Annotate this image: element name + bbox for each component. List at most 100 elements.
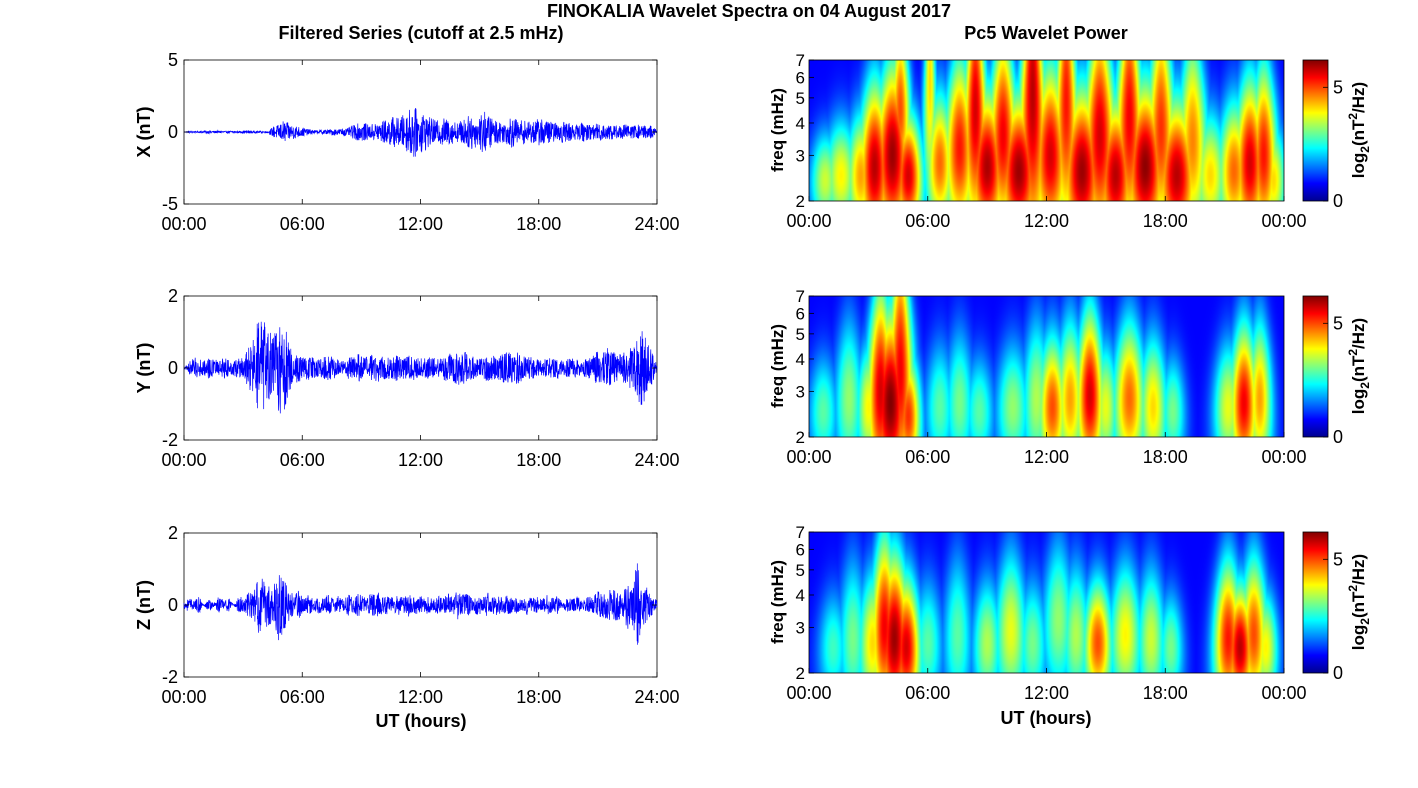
colorbar-label-part: log [1349,625,1368,651]
colorbar-label-part: log [1349,389,1368,415]
figure-suptitle: FINOKALIA Wavelet Spectra on 04 August 2… [547,1,951,21]
y-series-ylabel: Y (nT) [134,343,154,394]
x-wavelet-ytick-label: 7 [796,51,805,70]
x-colorbar: 05 log2(nT2/Hz) [1302,59,1372,211]
y-wavelet-ytick-label: 4 [796,350,805,369]
x-wavelet-ytick-label: 6 [796,68,805,87]
y-series-ytick-label: 0 [168,358,178,378]
y-colorbar-bar [1302,295,1329,438]
y-series-line [183,321,658,414]
x-wavelet-ytick-label: 5 [796,89,805,108]
y-wavelet-ytick-label: 6 [796,304,805,323]
z-wavelet-xtick-label: 00:00 [786,683,831,703]
x-series-xtick-label: 06:00 [280,214,325,234]
right-column-title: Pc5 Wavelet Power [964,23,1127,43]
z-series-xtick-label: 18:00 [516,687,561,707]
x-series-ytick-label: 0 [168,122,178,142]
y-series-xtick-label: 24:00 [634,450,679,470]
y-wavelet-image [809,296,1284,437]
z-colorbar-label: log2(nT2/Hz) [1346,554,1372,650]
x-series-xtick-label: 18:00 [516,214,561,234]
y-wavelet-ytick-label: 5 [796,325,805,344]
z-wavelet-image [809,532,1284,673]
colorbar-label-subscript: 2 [1358,146,1372,153]
z-series-line [183,563,658,645]
z-colorbar-bar [1302,531,1329,674]
y-wavelet-xtick-label: 00:00 [786,447,831,467]
z-series-xtick-label: 24:00 [634,687,679,707]
z-colorbar: 05 log2(nT2/Hz) [1302,531,1372,683]
x-series-line [184,108,658,157]
z-wavelet-ytick-label: 5 [796,561,805,580]
z-wavelet-ylabel: freq (mHz) [768,560,787,644]
colorbar-label-part: /Hz) [1349,318,1368,349]
z-wavelet-xtick-label: 06:00 [905,683,950,703]
z-series-xtick-label: 00:00 [161,687,206,707]
right-xlabel: UT (hours) [1001,708,1092,728]
z-wavelet-ytick-label: 4 [796,586,805,605]
colorbar-label-subscript: 2 [1358,382,1372,389]
colorbar-label-part: /Hz) [1349,554,1368,585]
x-series-ytick-label: 5 [168,50,178,70]
x-wavelet-xtick-label: 12:00 [1024,211,1069,231]
x-colorbar-tick-label: 0 [1333,191,1343,211]
z-wavelet-ytick-label: 3 [796,618,805,637]
colorbar-label-superscript: 2 [1346,349,1360,356]
y-colorbar: 05 log2(nT2/Hz) [1302,295,1372,447]
y-colorbar-label: log2(nT2/Hz) [1346,318,1372,414]
y-wavelet-ytick-label: 3 [796,382,805,401]
colorbar-label-part: (nT [1349,591,1368,618]
y-series-ytick-label: 2 [168,286,178,306]
x-wavelet-image [809,60,1284,201]
y-wavelet-xtick-label: 18:00 [1143,447,1188,467]
x-series-xtick-label: 24:00 [634,214,679,234]
z-wavelet-xtick-label: 00:00 [1261,683,1306,703]
colorbar-label-part: /Hz) [1349,82,1368,113]
x-wavelet-ytick-label: 4 [796,114,805,133]
left-column-title: Filtered Series (cutoff at 2.5 mHz) [278,23,563,43]
y-series-xtick-label: 18:00 [516,450,561,470]
y-series-xtick-label: 00:00 [161,450,206,470]
y-wavelet-xtick-label: 00:00 [1261,447,1306,467]
z-series-ytick-label: -2 [162,667,178,687]
y-wavelet-xtick-label: 06:00 [905,447,950,467]
colorbar-label-superscript: 2 [1346,585,1360,592]
x-colorbar-tick-label: 5 [1333,77,1343,97]
x-wavelet-ytick-label: 3 [796,146,805,165]
z-series-plot: 00:00 06:00 12:00 18:00 24:00 -2 0 2 Z (nT) [134,523,680,707]
x-series-plot: 00:00 06:00 12:00 18:00 24:00 -5 0 5 X (nT) [134,50,680,234]
x-wavelet-xtick-label: 18:00 [1143,211,1188,231]
z-wavelet-ytick-label: 2 [796,664,805,683]
z-wavelet-ytick-label: 7 [796,523,805,542]
y-wavelet-ylabel: freq (mHz) [768,324,787,408]
colorbar-label-part: (nT [1349,355,1368,382]
y-series-xtick-label: 06:00 [280,450,325,470]
z-series-ytick-label: 0 [168,595,178,615]
x-wavelet-ylabel: freq (mHz) [768,88,787,172]
z-colorbar-tick-label: 5 [1333,549,1343,569]
y-wavelet-ytick-label: 7 [796,287,805,306]
z-wavelet-xtick-label: 18:00 [1143,683,1188,703]
colorbar-label-superscript: 2 [1346,113,1360,120]
y-colorbar-tick-label: 5 [1333,313,1343,333]
z-series-ylabel: Z (nT) [134,580,154,630]
x-wavelet-xtick-label: 00:00 [786,211,831,231]
z-series-xtick-label: 06:00 [280,687,325,707]
z-wavelet-xtick-label: 12:00 [1024,683,1069,703]
colorbar-label-subscript: 2 [1358,618,1372,625]
y-colorbar-tick-label: 0 [1333,427,1343,447]
z-colorbar-tick-label: 0 [1333,663,1343,683]
x-wavelet-xtick-label: 00:00 [1261,211,1306,231]
x-wavelet-ytick-label: 2 [796,192,805,211]
z-series-ytick-label: 2 [168,523,178,543]
x-series-ylabel: X (nT) [134,107,154,158]
x-series-xtick-label: 12:00 [398,214,443,234]
x-series-ytick-label: -5 [162,194,178,214]
z-wavelet-ytick-label: 6 [796,540,805,559]
y-series-xtick-label: 12:00 [398,450,443,470]
x-colorbar-bar [1302,59,1329,202]
x-series-xtick-label: 00:00 [161,214,206,234]
